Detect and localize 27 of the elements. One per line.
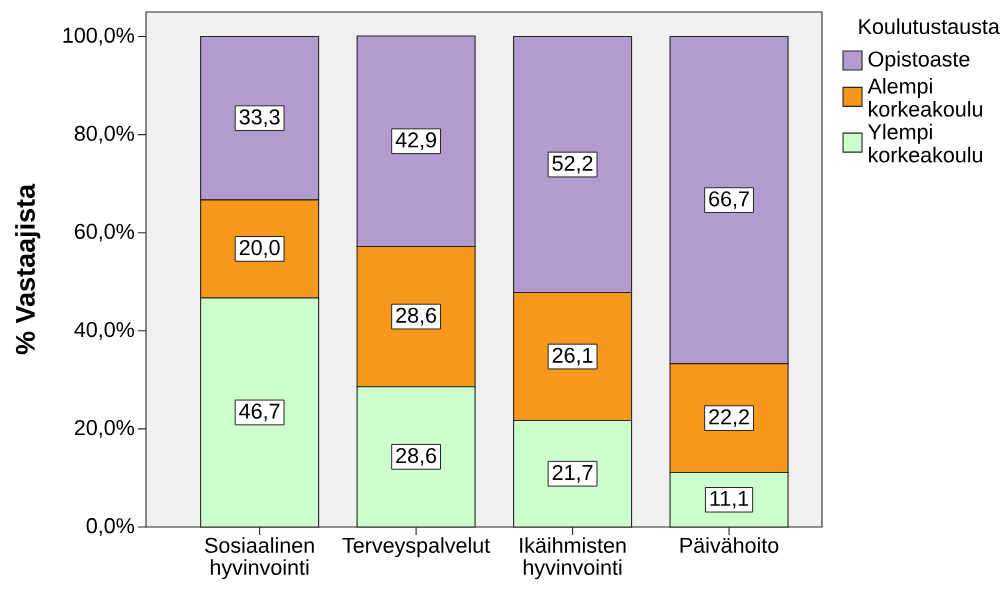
data-label: 33,3 (239, 109, 280, 128)
legend-label: Ylempi korkeakoulu (868, 123, 983, 163)
data-label: 66,7 (709, 191, 749, 209)
legend-label: Alempi korkeakoulu (867, 77, 983, 117)
data-label: 28,6 (396, 447, 437, 466)
x-tick-label: Sosiaalinen hyvinvointi (205, 537, 314, 580)
data-label: 42,9 (395, 132, 436, 151)
y-tick-label: 100,0% (63, 27, 135, 46)
x-tick-label: Ikäihmisten hyvinvointi (520, 537, 626, 580)
data-label: 28,6 (396, 307, 437, 326)
legend-label: Opistoaste (868, 50, 970, 71)
data-label: 46,7 (239, 403, 280, 422)
data-label: 11,1 (710, 490, 749, 509)
legend-title: Koulutustausta (859, 18, 1000, 35)
data-label: 21,7 (552, 464, 593, 483)
data-label: 20,0 (239, 240, 280, 258)
data-label: 52,2 (552, 155, 593, 174)
data-label: 26,1 (552, 347, 593, 366)
y-tick-label: 0,0% (86, 518, 135, 536)
x-tick-label: Terveyspalvelut (342, 537, 491, 558)
y-axis-title: % Vastaajista (15, 183, 41, 355)
y-tick-label: 80,0% (74, 125, 135, 144)
data-label: 22,2 (709, 409, 749, 427)
x-tick-label: Päivähoito (680, 537, 779, 553)
y-tick-label: 40,0% (74, 321, 135, 340)
y-tick-label: 20,0% (74, 420, 135, 438)
y-tick-label: 60,0% (74, 223, 135, 242)
